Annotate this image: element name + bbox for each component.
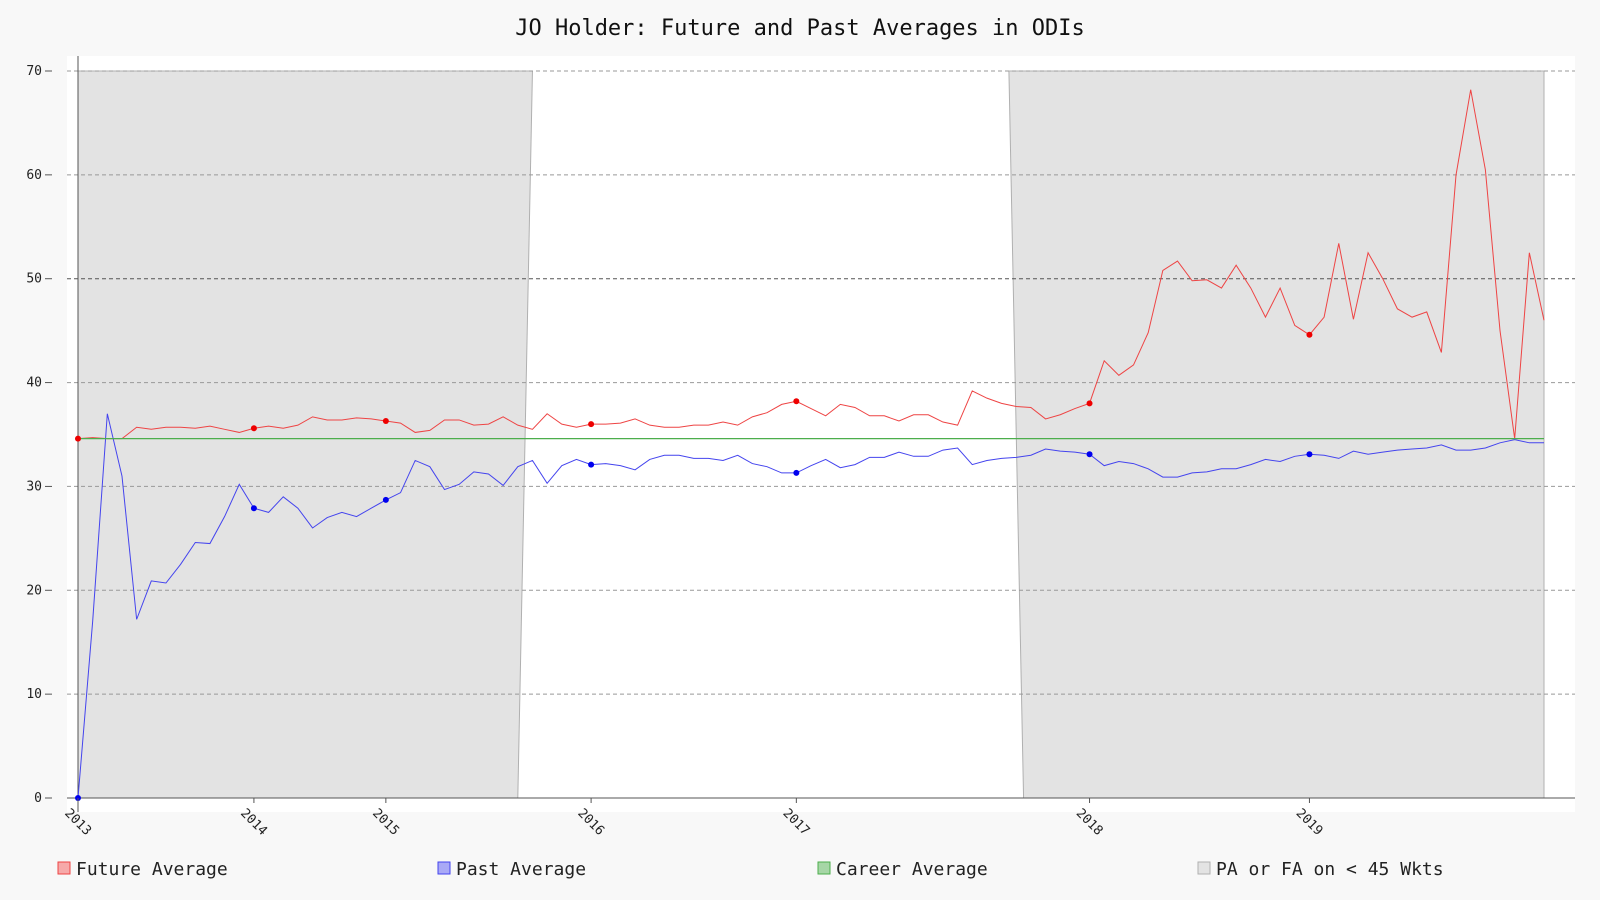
- legend-swatch-career: [817, 861, 831, 875]
- legend-label-shade: PA or FA on < 45 Wkts: [1216, 859, 1444, 880]
- series-marker-future-49: [793, 398, 800, 405]
- series-marker-future-0: [75, 435, 81, 442]
- y-tick-label-40: 40: [26, 376, 42, 391]
- series-line-past: [77, 413, 1544, 799]
- series-marker-future-69: [1086, 400, 1093, 407]
- shaded-region-1: [1008, 70, 1545, 799]
- series-marker-future-84: [1306, 331, 1313, 338]
- series-marker-past-49: [793, 469, 800, 476]
- y-tick-label-60: 60: [26, 168, 42, 183]
- legend-item-future: Future Average: [57, 859, 228, 880]
- y-tick-label-0: 0: [34, 791, 42, 806]
- series-marker-future-21: [382, 417, 389, 424]
- legend-label-career: Career Average: [836, 859, 988, 880]
- series-lines: [77, 89, 1545, 799]
- y-tick-label-70: 70: [26, 64, 42, 79]
- series-marker-future-35: [588, 421, 595, 428]
- shaded-regions: [77, 70, 1545, 799]
- y-tick-label-50: 50: [26, 272, 42, 287]
- series-line-future: [77, 89, 1545, 440]
- y-gridlines: [67, 70, 1575, 695]
- legend-label-future: Future Average: [76, 859, 228, 880]
- legend-item-shade: PA or FA on < 45 Wkts: [1197, 859, 1444, 880]
- series-marker-past-84: [1306, 451, 1313, 458]
- axes: [67, 56, 1575, 812]
- legend-swatch-shade: [1197, 861, 1211, 875]
- y-tick-label-10: 10: [26, 687, 42, 702]
- series-marker-past-12: [250, 505, 257, 512]
- series-marker-future-12: [250, 425, 257, 432]
- legend-swatch-future: [57, 861, 71, 875]
- y-tick-labels: 0 10 20 30 40 50 60 70: [26, 64, 52, 806]
- series-marker-past-69: [1086, 451, 1093, 458]
- legend-item-past: Past Average: [437, 859, 586, 880]
- series-marker-past-35: [588, 461, 595, 468]
- legend: Future Average Past Average Career Average…: [57, 859, 1444, 880]
- shaded-region-0: [77, 70, 533, 799]
- chart-title: JO Holder: Future and Past Averages in O…: [515, 16, 1085, 41]
- series-markers: [75, 331, 1313, 801]
- legend-item-career: Career Average: [817, 859, 988, 880]
- legend-swatch-past: [437, 861, 451, 875]
- y-tick-label-30: 30: [26, 479, 42, 494]
- series-marker-past-21: [382, 496, 389, 503]
- legend-label-past: Past Average: [456, 859, 586, 880]
- y-tick-label-20: 20: [26, 583, 42, 598]
